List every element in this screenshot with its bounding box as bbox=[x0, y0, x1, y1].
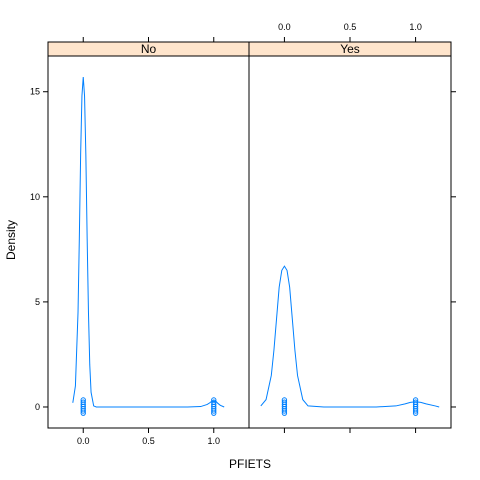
x-tick-label: 0.5 bbox=[344, 22, 357, 32]
y-tick-label: 0 bbox=[35, 402, 40, 412]
x-tick-label: 0.0 bbox=[278, 22, 291, 32]
rug-point bbox=[412, 408, 419, 414]
density-line bbox=[72, 76, 225, 408]
y-tick-label: 15 bbox=[30, 87, 40, 97]
density-line bbox=[260, 265, 440, 408]
rug-point bbox=[211, 410, 217, 416]
rug-point bbox=[412, 410, 419, 416]
rug-point bbox=[80, 410, 86, 416]
x-axis-label: PFIETS bbox=[229, 457, 271, 471]
rug-point bbox=[211, 408, 217, 414]
rug-point bbox=[281, 408, 288, 414]
strip-label: No bbox=[141, 42, 157, 56]
panel-no: No 0.0 0.5 1.0 bbox=[47, 37, 250, 446]
panel-yes: Yes 0.0 0.5 1.0 bbox=[248, 22, 452, 433]
strip-label: Yes bbox=[340, 42, 360, 56]
y-tick-label: 5 bbox=[35, 297, 40, 307]
x-tick-label: 0.5 bbox=[142, 436, 155, 446]
x-tick-label: 1.0 bbox=[208, 436, 221, 446]
y-axis-label: Density bbox=[4, 220, 18, 260]
panel-frame bbox=[248, 55, 452, 429]
x-tick-label: 1.0 bbox=[409, 22, 422, 32]
y-axis: 0 5 10 15 bbox=[30, 87, 456, 412]
rug-point bbox=[281, 410, 288, 416]
x-tick-label: 0.0 bbox=[77, 436, 90, 446]
panel-frame bbox=[47, 55, 250, 429]
rug-point bbox=[80, 408, 86, 414]
y-tick-label: 10 bbox=[30, 192, 40, 202]
